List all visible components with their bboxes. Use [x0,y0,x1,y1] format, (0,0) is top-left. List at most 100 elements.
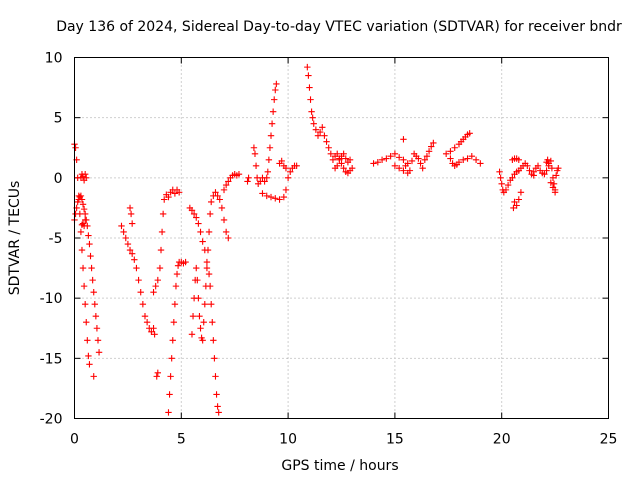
plot-frame [74,57,609,419]
x-tick-label: 0 [70,432,79,448]
data-point [259,190,266,197]
data-point [205,270,213,278]
data-point [511,198,518,206]
data-point [551,189,559,196]
data-point [509,174,516,182]
data-point [306,84,313,91]
data-point [143,319,151,326]
data-point [89,276,96,284]
data-point [135,276,142,284]
data-point [325,144,332,151]
data-point [425,148,433,155]
data-point [307,96,314,103]
data-point [210,337,217,344]
data-point [517,189,525,196]
data-point [88,264,95,272]
data-point [193,264,200,272]
data-point [308,108,315,115]
series-arc-05 [150,186,183,380]
series-arc-04 [118,204,158,338]
data-point [81,171,89,178]
data-point [310,120,317,127]
data-point [175,189,183,196]
data-point [400,156,407,163]
data-point [263,174,270,182]
axis-ticks: 0 5 10 15 20 25 -20 -15 -10 -5 0 5 10 [40,51,618,448]
data-point [278,157,285,165]
data-point [502,186,510,194]
data-point [497,174,504,182]
data-point [276,196,283,203]
data-point [504,181,512,189]
data-point [203,258,211,266]
data-point [85,352,92,360]
data-point [272,86,279,94]
data-point [214,403,221,410]
data-point [206,210,214,218]
data-point [170,319,178,326]
data-point [174,262,182,269]
data-point [159,210,167,218]
data-point [94,337,102,344]
x-tick-label: 10 [279,432,297,448]
series-arc-01 [71,140,93,368]
data-point [197,325,204,332]
data-point [534,162,542,169]
data-point [338,160,345,167]
data-point [172,282,180,290]
data-point [395,165,403,172]
data-point [86,240,93,248]
data-point [209,319,216,326]
data-point [555,165,562,172]
data-point [544,156,551,163]
data-point [455,158,463,166]
series-arc-13 [331,150,354,172]
series-arc-12 [304,63,356,177]
data-point [526,167,533,174]
data-point [263,192,270,200]
data-point [510,204,517,212]
data-point [342,155,349,162]
data-point [391,162,399,169]
data-point [222,228,230,236]
series-arc-06 [165,258,189,416]
data-point [319,124,326,131]
data-point [208,300,215,308]
data-point [530,168,537,176]
data-point [77,228,85,236]
data-point [131,256,138,263]
data-point [245,174,252,182]
data-point [451,144,458,151]
series-arc-03 [77,171,90,230]
data-point [87,252,94,260]
data-point [423,152,431,160]
y-tick-label: -15 [40,351,63,367]
data-point [417,160,424,167]
y-tick-label: 0 [54,171,63,187]
data-point [193,214,200,221]
data-point [266,144,274,151]
data-point [122,234,129,242]
data-point [154,276,162,284]
data-point [304,63,311,71]
data-point [80,205,88,213]
data-point [126,204,134,212]
data-point [267,132,275,139]
data-point [391,150,399,157]
data-point [513,202,520,209]
y-tick-label: -5 [49,231,63,247]
data-point [169,337,176,344]
data-point [77,192,85,200]
series-arc-07 [186,204,222,416]
data-point [334,162,341,169]
data-point [78,221,86,228]
data-point [81,210,89,218]
data-point [218,204,226,212]
data-point [268,120,276,127]
series-arc-14 [370,136,426,174]
data-point [550,180,558,188]
data-point [188,331,196,338]
data-point [272,195,279,202]
data-point [447,155,454,162]
